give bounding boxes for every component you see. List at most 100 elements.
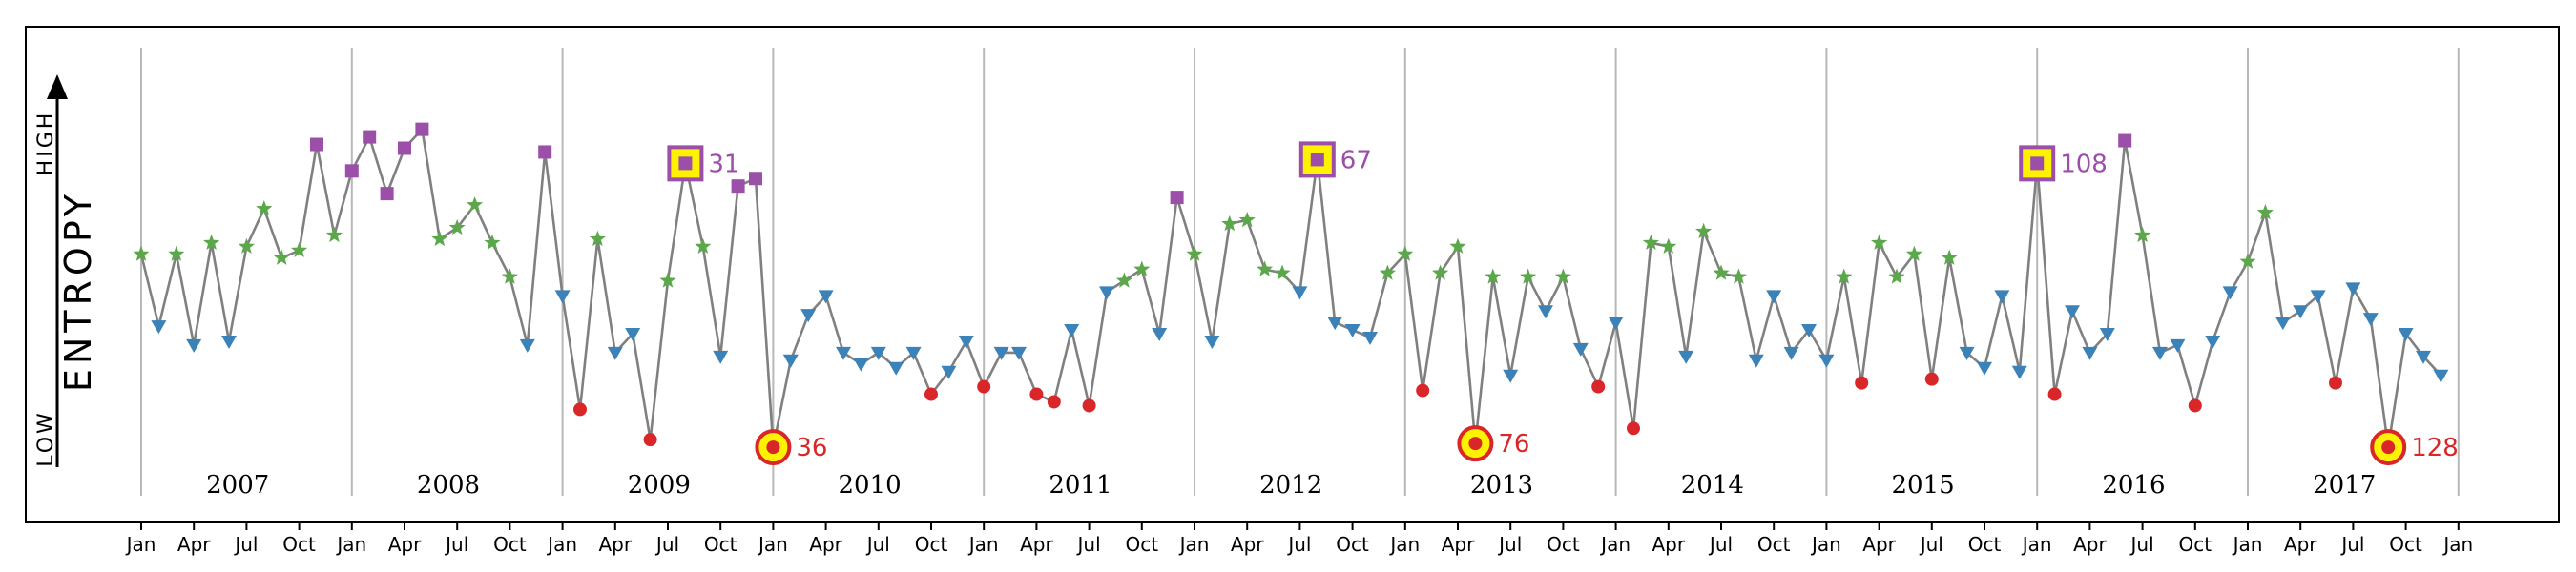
data-point-low	[151, 320, 167, 335]
data-point-low	[186, 338, 202, 353]
data-point-mid	[1660, 237, 1677, 254]
data-point-low	[1766, 290, 1782, 304]
data-point-low	[1977, 361, 1992, 376]
data-point-low	[1327, 317, 1343, 331]
x-tick-label: Apr	[2284, 533, 2317, 556]
data-point-mid	[1115, 272, 1132, 288]
x-tick-label: Jan	[335, 533, 366, 556]
data-point-high	[731, 179, 745, 194]
data-point-low	[1099, 286, 1114, 300]
data-point-low	[818, 290, 834, 304]
data-point-high	[678, 156, 693, 171]
x-tick-label: Apr	[598, 533, 632, 556]
data-point-low	[2275, 317, 2291, 331]
data-point-mid	[203, 234, 220, 250]
x-tick-label: Oct	[1757, 533, 1791, 556]
y-low-label: LOW	[34, 410, 58, 467]
data-point-low	[1801, 324, 1817, 338]
year-label-2007: 2007	[206, 471, 269, 500]
x-tick-label: Oct	[282, 533, 316, 556]
data-point-mid	[1730, 268, 1747, 284]
data-point-mid	[1379, 264, 1396, 280]
data-point-low	[958, 335, 974, 349]
year-label-2010: 2010	[839, 471, 902, 500]
data-point-very-low	[1924, 372, 1939, 386]
x-tick-label: Oct	[493, 533, 527, 556]
data-point-low	[870, 346, 886, 360]
x-tick-label: Jan	[1599, 533, 1631, 556]
data-point-low	[2082, 346, 2098, 360]
data-point-low	[1678, 350, 1694, 364]
data-point-low	[800, 309, 817, 323]
data-point-mid	[291, 241, 308, 257]
data-point-low	[1011, 346, 1027, 360]
year-label-2009: 2009	[628, 471, 691, 500]
data-point-mid	[1713, 264, 1730, 280]
data-point-very-low	[573, 402, 587, 417]
data-point-low	[1538, 305, 1553, 319]
data-point-low	[836, 346, 851, 360]
data-point-mid	[2134, 226, 2151, 243]
data-point-mid	[1520, 268, 1537, 284]
data-point-mid	[431, 230, 448, 247]
data-point-mid	[501, 268, 518, 284]
x-tick-label: Jan	[1178, 533, 1210, 556]
x-tick-label: Jan	[2441, 533, 2473, 556]
data-point-mid	[1274, 264, 1291, 280]
x-tick-label: Jan	[125, 533, 156, 556]
x-tick-label: Apr	[809, 533, 842, 556]
data-point-low	[1362, 331, 1378, 345]
x-tick-label: Jul	[1708, 533, 1733, 556]
x-tick-label: Jan	[546, 533, 577, 556]
data-point-low	[2362, 313, 2379, 327]
plot-frame	[25, 26, 2560, 523]
annotation-label-36: 36	[796, 434, 827, 462]
data-point-very-low	[2047, 387, 2062, 401]
x-tick-label: Apr	[388, 533, 422, 556]
x-tick-label: Oct	[2179, 533, 2212, 556]
x-tick-label: Apr	[2073, 533, 2107, 556]
data-point-mid	[1554, 268, 1571, 284]
year-separators	[140, 48, 2460, 496]
data-point-mid	[1432, 264, 1449, 280]
year-label-2013: 2013	[1470, 471, 1533, 500]
data-point-low	[2205, 335, 2221, 349]
data-point-low	[1204, 335, 1220, 349]
data-point-low	[554, 290, 571, 304]
data-point-high	[2030, 156, 2045, 171]
data-point-mid	[325, 226, 343, 243]
data-point-very-low	[2329, 376, 2342, 390]
data-point-low	[1503, 369, 1519, 383]
x-tick-label: Oct	[915, 533, 948, 556]
annotation-label-67: 67	[1340, 146, 1372, 174]
x-tick-label: Jul	[2339, 533, 2364, 556]
data-point-low	[941, 365, 957, 379]
x-tick-label: Apr	[1862, 533, 1896, 556]
data-point-low	[2398, 328, 2414, 342]
data-point-very-low	[1082, 398, 1096, 413]
annotation-label-76: 76	[1498, 430, 1529, 459]
year-label-2014: 2014	[1681, 471, 1744, 500]
x-axis-ticks: Jan Apr Jul Oct Jan Apr Jul Oct Jan Apr Jul Oct Jan A…	[125, 522, 2473, 556]
data-point-mid	[238, 237, 255, 254]
x-tick-label: Jul	[1076, 533, 1101, 556]
series-line	[139, 128, 2442, 449]
y-axis-label: ENTROPY	[57, 190, 99, 392]
data-point-low	[625, 328, 641, 342]
data-point-very-low	[1855, 376, 1869, 390]
data-point-low	[2293, 305, 2309, 319]
data-point-low	[2416, 350, 2431, 364]
x-tick-label: Oct	[2389, 533, 2422, 556]
data-point-mid	[1905, 245, 1922, 261]
data-point-mid	[1941, 249, 1958, 265]
y-axis-label-group: ENTROPY HIGH LOW	[34, 74, 99, 467]
data-point-high	[2118, 133, 2132, 148]
arrow-up-icon	[47, 74, 68, 99]
x-tick-label: Jan	[2021, 533, 2052, 556]
data-point-mid	[133, 245, 150, 261]
x-tick-label: Jan	[967, 533, 999, 556]
year-label-2016: 2016	[2102, 471, 2165, 500]
x-tick-label: Jul	[1286, 533, 1311, 556]
data-point-low	[1748, 354, 1764, 368]
data-point-very-low	[2381, 440, 2396, 455]
